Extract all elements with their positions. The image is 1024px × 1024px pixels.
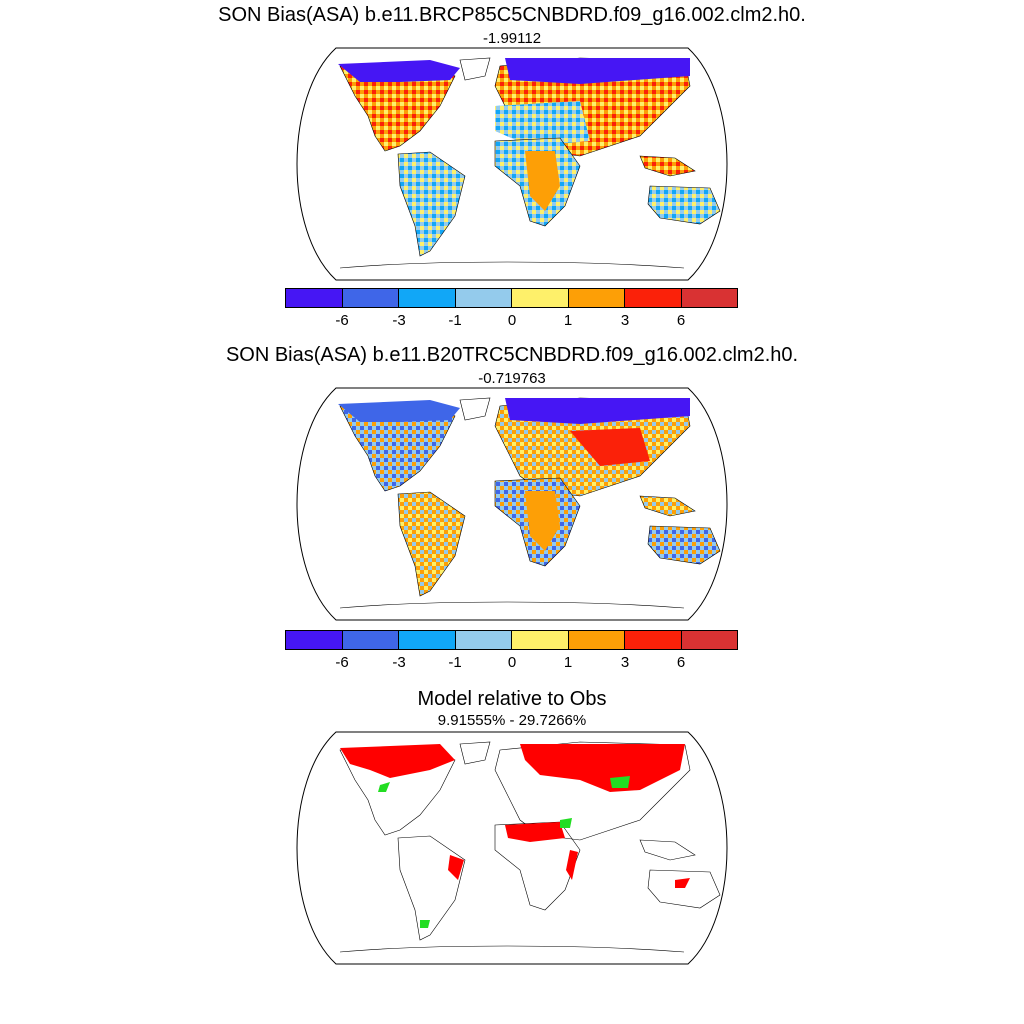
below-region (560, 818, 572, 828)
australia (647, 185, 721, 225)
colorbar-swatch (286, 631, 343, 649)
tick-label: 0 (507, 312, 517, 329)
tick-label: 1 (563, 654, 573, 671)
colorbar-swatch (455, 631, 512, 649)
australia (647, 525, 721, 565)
tick-label: 3 (620, 654, 630, 671)
colorbar-swatch (625, 631, 682, 649)
panel2-title: SON Bias(ASA) b.e11.B20TRC5CNBDRD.f09_g1… (225, 344, 799, 366)
colorbar-swatch (455, 289, 512, 307)
tick-label: 6 (676, 312, 686, 329)
africa-outline (494, 821, 581, 911)
tick-label: -3 (392, 654, 406, 671)
colorbar-swatch (681, 631, 737, 649)
colorbar-swatch (625, 289, 682, 307)
colorbar-swatch (342, 289, 399, 307)
colorbar-swatch (568, 289, 625, 307)
panel3-subtitle: 9.91555% - 29.7266% (437, 712, 587, 729)
australia-outline (647, 869, 721, 909)
tick-label: -3 (392, 312, 406, 329)
south-america-outline (397, 835, 466, 941)
colorbar-swatch (342, 631, 399, 649)
tick-label: -6 (335, 312, 349, 329)
panel1-title: SON Bias(ASA) b.e11.BRCP85C5CNBDRD.f09_g… (218, 4, 806, 26)
panel1-subtitle: -1.99112 (482, 30, 542, 47)
colorbar-swatch (399, 631, 456, 649)
exceed-region (448, 855, 464, 880)
tick-label: 1 (563, 312, 573, 329)
colorbar-swatch (399, 289, 456, 307)
below-region (610, 776, 630, 788)
tick-label: 0 (507, 654, 517, 671)
panel3-title: Model relative to Obs (417, 688, 607, 710)
south-america (397, 151, 466, 257)
exceed-region (340, 744, 455, 778)
colorbar-swatch (568, 631, 625, 649)
tick-label: 3 (620, 312, 630, 329)
tick-label: -1 (448, 654, 462, 671)
eurasia-outline (494, 741, 691, 841)
panel2-colorbar (285, 630, 738, 650)
panel2-subtitle: -0.719763 (478, 370, 546, 387)
panel1-colorbar-ticks: -6 -3 -1 0 1 3 6 (285, 312, 738, 330)
panel2-colorbar-ticks: -6 -3 -1 0 1 3 6 (285, 654, 738, 672)
south-america (397, 491, 466, 597)
panel1-map (296, 47, 728, 281)
exceed-region (675, 878, 690, 888)
tick-label: 6 (676, 654, 686, 671)
below-region (378, 782, 390, 792)
panel2-map (296, 387, 728, 621)
panel3-map (296, 731, 728, 965)
tick-label: -6 (335, 654, 349, 671)
below-region (420, 920, 430, 928)
exceed-region (505, 822, 565, 842)
exceed-region (520, 744, 685, 792)
colorbar-swatch (681, 289, 737, 307)
exceed-region (566, 850, 578, 880)
colorbar-swatch (512, 631, 569, 649)
tick-label: -1 (448, 312, 462, 329)
colorbar-swatch (286, 289, 343, 307)
colorbar-swatch (512, 289, 569, 307)
panel1-colorbar (285, 288, 738, 308)
